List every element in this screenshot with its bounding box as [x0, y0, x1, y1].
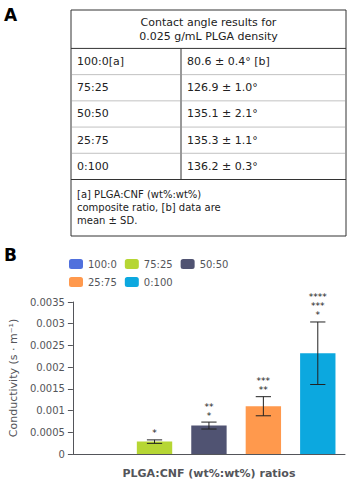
svg-text:0: 0: [59, 449, 65, 460]
svg-text:75:25: 75:25: [77, 81, 109, 94]
svg-text:50:50: 50:50: [200, 259, 229, 270]
svg-text:PLGA:CNF (wt%:wt%) ratios: PLGA:CNF (wt%:wt%) ratios: [122, 467, 295, 480]
svg-text:*: *: [152, 428, 157, 438]
svg-text:0.002: 0.002: [36, 362, 65, 373]
svg-text:*: *: [207, 411, 212, 421]
svg-text:50:50: 50:50: [77, 107, 109, 120]
svg-text:B: B: [4, 245, 17, 265]
svg-text:25:75: 25:75: [77, 134, 109, 147]
svg-text:*: *: [316, 310, 321, 320]
svg-text:0.0015: 0.0015: [30, 383, 65, 394]
svg-text:135.1 ± 2.1°: 135.1 ± 2.1°: [187, 107, 258, 120]
svg-text:0.0035: 0.0035: [30, 297, 65, 308]
svg-text:mean ± SD.: mean ± SD.: [77, 215, 137, 226]
svg-text:0.0005: 0.0005: [30, 427, 65, 438]
svg-text:25:75: 25:75: [88, 277, 117, 288]
svg-text:75:25: 75:25: [144, 259, 173, 270]
svg-text:0.0025: 0.0025: [30, 340, 65, 351]
svg-text:[a] PLGA:CNF (wt%:wt%): [a] PLGA:CNF (wt%:wt%): [77, 189, 201, 200]
svg-text:126.9 ± 1.0°: 126.9 ± 1.0°: [187, 81, 258, 94]
svg-text:A: A: [4, 5, 18, 25]
svg-text:Conductivity (s · m⁻¹): Conductivity (s · m⁻¹): [7, 319, 20, 437]
svg-text:0.001: 0.001: [36, 405, 65, 416]
svg-text:composite ratio, [b] data are: composite ratio, [b] data are: [77, 202, 221, 213]
svg-text:100:0[a]: 100:0[a]: [77, 55, 124, 68]
svg-text:**: **: [259, 385, 269, 395]
svg-text:0.003: 0.003: [36, 318, 65, 329]
svg-text:136.2 ± 0.3°: 136.2 ± 0.3°: [187, 160, 258, 173]
svg-text:0.025 g/mL PLGA density: 0.025 g/mL PLGA density: [139, 30, 278, 43]
svg-text:100:0: 100:0: [88, 259, 117, 270]
svg-text:80.6 ± 0.4° [b]: 80.6 ± 0.4° [b]: [187, 55, 270, 68]
svg-text:0:100: 0:100: [77, 160, 109, 173]
svg-text:0:100: 0:100: [144, 277, 173, 288]
svg-text:Contact angle results for: Contact angle results for: [141, 16, 277, 29]
svg-text:135.3 ± 1.1°: 135.3 ± 1.1°: [187, 134, 258, 147]
